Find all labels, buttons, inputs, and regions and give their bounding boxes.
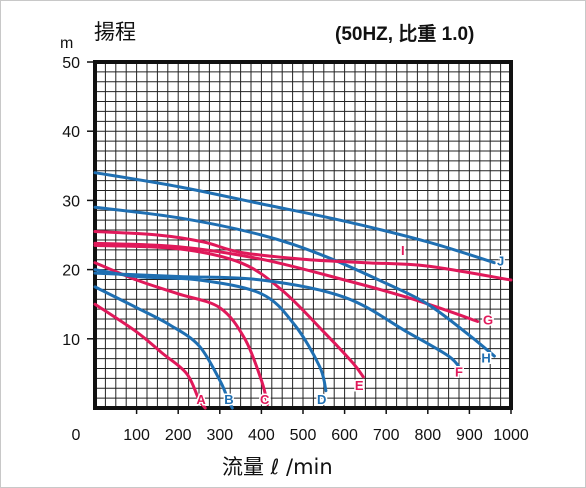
x-tick-label: 900 xyxy=(456,427,483,444)
pump-curve-E xyxy=(93,243,365,379)
curve-label-D: D xyxy=(317,392,326,407)
x-axis-label: 流量 ℓ /min xyxy=(222,455,333,479)
pump-curve-B xyxy=(93,285,234,410)
x-tick-label: 0 xyxy=(72,427,81,444)
pump-curve-G xyxy=(93,241,480,323)
pump-curve-D xyxy=(93,268,328,393)
x-tick-label: 100 xyxy=(123,427,150,444)
pump-curve-C xyxy=(93,261,270,406)
curve-label-H: H xyxy=(481,350,490,365)
x-tick-label: 300 xyxy=(206,427,233,444)
curve-label-E: E xyxy=(355,378,364,393)
y-tick-label: 20 xyxy=(62,263,80,280)
pump-curve-J xyxy=(93,171,496,265)
chart-condition: (50HZ, 比重 1.0) xyxy=(335,24,475,45)
pump-curve-I xyxy=(93,230,513,282)
x-tick-label: 500 xyxy=(290,427,317,444)
x-tick-label: 700 xyxy=(373,427,400,444)
pump-curve-A xyxy=(93,302,207,410)
chart-title: 揚程 xyxy=(94,20,136,44)
pump-curve-F xyxy=(93,271,463,372)
curve-label-J: J xyxy=(497,254,504,269)
y-tick-label: 10 xyxy=(62,332,80,349)
curve-label-B: B xyxy=(224,392,233,407)
y-axis-unit: m xyxy=(60,35,74,52)
curve-label-A: A xyxy=(196,392,206,407)
x-tick-label: 1000 xyxy=(493,427,529,444)
x-tick-label: 400 xyxy=(248,427,275,444)
y-tick-label: 50 xyxy=(62,55,80,72)
curve-label-C: C xyxy=(260,392,270,407)
y-tick-label: 30 xyxy=(62,193,80,210)
curve-label-G: G xyxy=(483,312,493,327)
x-tick-label: 600 xyxy=(331,427,358,444)
x-tick-label: 800 xyxy=(414,427,441,444)
x-tick-label: 200 xyxy=(165,427,192,444)
curve-label-I: I xyxy=(401,243,405,258)
curve-label-F: F xyxy=(455,364,463,379)
y-tick-label: 40 xyxy=(62,124,80,141)
